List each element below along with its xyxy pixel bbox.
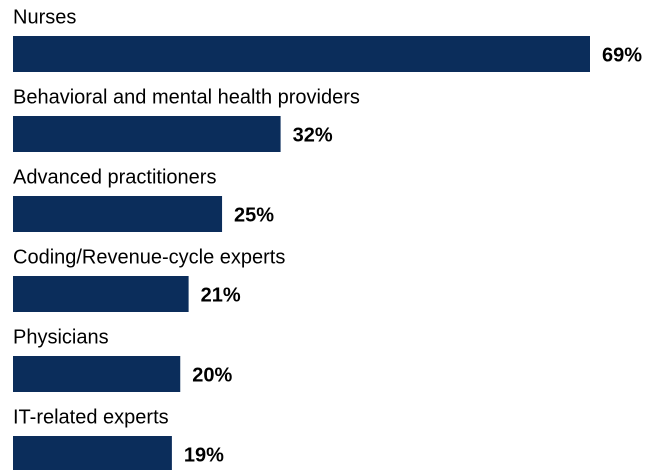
value-label: 25% xyxy=(234,204,274,226)
bar xyxy=(13,36,590,72)
bar xyxy=(13,356,181,392)
value-label: 32% xyxy=(293,124,333,146)
category-label: Nurses xyxy=(13,6,76,28)
category-label: IT-related experts xyxy=(13,406,169,428)
value-label: 21% xyxy=(201,284,241,306)
value-label: 69% xyxy=(602,44,642,66)
category-label: Coding/Revenue-cycle experts xyxy=(13,246,285,268)
category-label: Advanced practitioners xyxy=(13,166,216,188)
bar xyxy=(13,196,223,232)
bar xyxy=(13,116,281,152)
bar xyxy=(13,436,172,470)
value-label: 19% xyxy=(184,444,224,466)
bar xyxy=(13,276,189,312)
value-label: 20% xyxy=(192,364,232,386)
category-label: Physicians xyxy=(13,326,109,348)
category-label: Behavioral and mental health providers xyxy=(13,86,360,108)
